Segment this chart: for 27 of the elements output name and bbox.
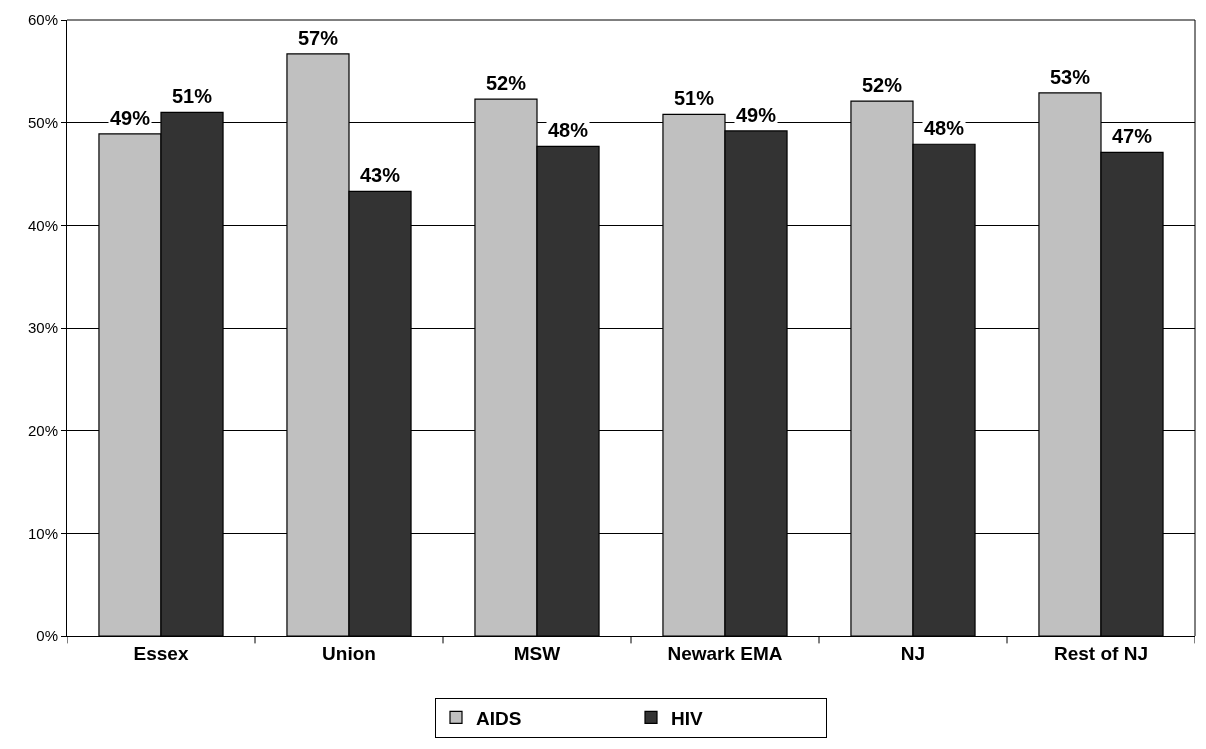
x-tick-label: Newark EMA [667, 642, 783, 664]
data-label: 53% [1050, 66, 1091, 88]
y-tick-label: 30% [27, 319, 58, 337]
data-label: 57% [298, 27, 339, 49]
data-label: 52% [486, 72, 527, 94]
data-label: 52% [862, 74, 903, 96]
y-tick-label: 10% [27, 524, 58, 542]
x-tick-label: NJ [900, 642, 926, 664]
data-label: 49% [110, 107, 151, 129]
y-tick-label: 50% [27, 113, 58, 131]
y-tick-label: 60% [27, 11, 58, 29]
data-label: 48% [548, 119, 589, 141]
y-tick-label: 40% [27, 216, 58, 234]
data-label: 48% [924, 117, 965, 139]
x-tick-label: MSW [513, 642, 561, 664]
x-tick-label: Essex [133, 642, 189, 664]
x-tick-label: Union [322, 642, 376, 664]
y-tick-label: 0% [36, 627, 58, 645]
legend-label: HIV [671, 707, 703, 729]
legend-label: AIDS [476, 707, 522, 729]
data-label: 47% [1112, 125, 1153, 147]
y-tick-label: 20% [27, 421, 58, 439]
data-label: 49% [736, 104, 777, 126]
data-label: 51% [172, 85, 213, 107]
x-tick-label: Rest of NJ [1054, 642, 1148, 664]
data-label: 43% [360, 164, 401, 186]
data-label: 51% [674, 87, 715, 109]
